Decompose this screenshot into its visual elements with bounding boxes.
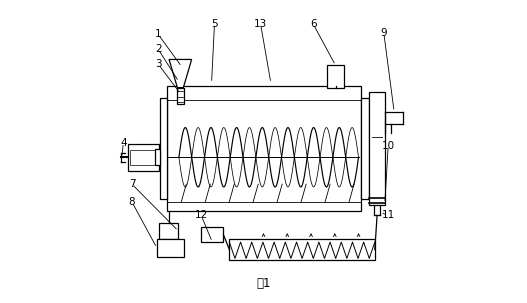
Text: 2: 2 [155,44,161,54]
Bar [129,144,159,171]
Text: 1: 1 [155,29,161,39]
Bar [167,86,362,211]
Text: 3: 3 [155,59,161,69]
Text: 9: 9 [380,28,387,38]
Bar [157,239,183,257]
Polygon shape [169,59,192,88]
Text: 8: 8 [129,197,135,207]
Bar [201,227,223,242]
Bar [362,98,369,199]
Text: 图1: 图1 [256,277,271,290]
Bar [160,98,167,199]
Bar [327,65,344,88]
Text: 11: 11 [382,210,395,220]
Text: 4: 4 [120,138,126,148]
Bar [130,150,158,165]
Text: 7: 7 [129,179,135,189]
Text: 12: 12 [194,210,208,220]
Bar [229,239,375,260]
Text: 6: 6 [310,19,316,29]
Bar [177,88,184,104]
Bar [369,92,385,205]
Bar [159,223,178,239]
Text: 13: 13 [254,19,267,29]
Text: 10: 10 [382,141,395,151]
Text: 5: 5 [211,19,218,29]
Bar [155,149,160,165]
